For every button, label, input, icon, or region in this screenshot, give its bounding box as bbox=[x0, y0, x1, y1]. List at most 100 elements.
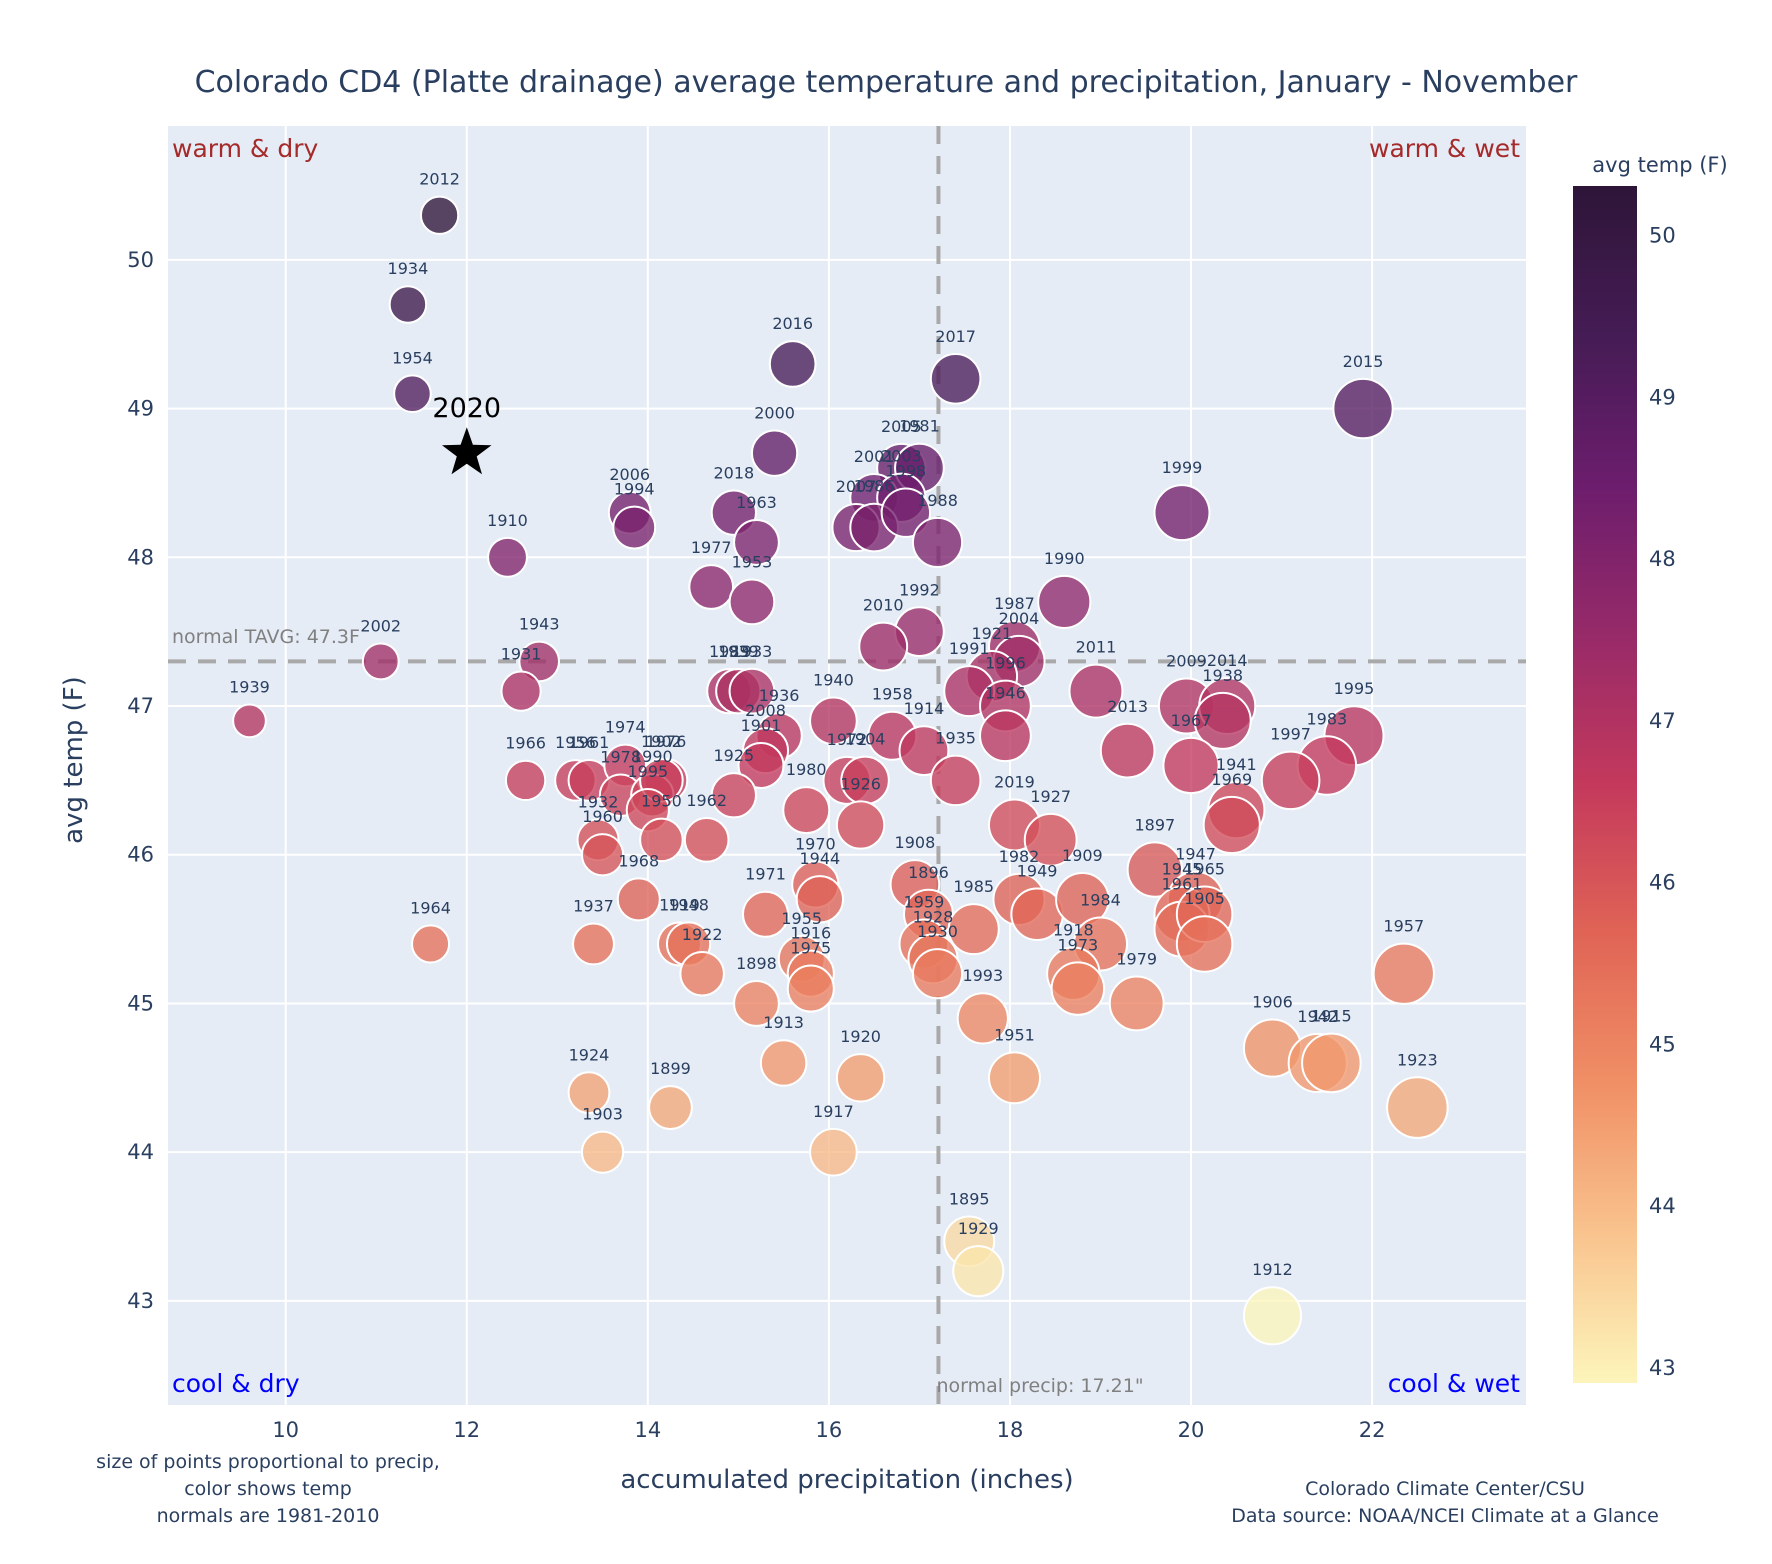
data-point bbox=[639, 817, 684, 863]
point-label: 2019 bbox=[994, 772, 1035, 791]
point-label: 1899 bbox=[650, 1059, 691, 1078]
point-label: 1925 bbox=[713, 746, 754, 765]
point-label: 1959 bbox=[904, 893, 945, 912]
data-point bbox=[419, 195, 460, 235]
point-label: 1927 bbox=[1030, 787, 1071, 806]
colorbar-tick-label: 47 bbox=[1649, 709, 1676, 733]
x-tick-label: 18 bbox=[997, 1418, 1024, 1442]
y-tick-label: 49 bbox=[127, 397, 154, 421]
point-label: 1902 bbox=[641, 732, 682, 751]
point-label: 1951 bbox=[994, 1025, 1035, 1044]
point-label: 1999 bbox=[1162, 458, 1203, 477]
data-point bbox=[728, 578, 776, 626]
point-label: 1997 bbox=[1270, 725, 1311, 744]
point-label: 1906 bbox=[1252, 992, 1293, 1011]
point-label: 1934 bbox=[388, 259, 429, 278]
point-label: 2012 bbox=[419, 170, 460, 189]
y-tick-label: 48 bbox=[127, 545, 154, 569]
x-axis-title: accumulated precipitation (inches) bbox=[620, 1465, 1073, 1495]
point-label: 1916 bbox=[790, 924, 831, 943]
colorbar-tick-label: 45 bbox=[1649, 1032, 1676, 1056]
point-label: 1996 bbox=[985, 654, 1026, 673]
point-label: 2007 bbox=[836, 477, 877, 496]
colorbar-tick-label: 46 bbox=[1649, 871, 1676, 895]
data-point bbox=[733, 980, 780, 1027]
x-tick-label: 10 bbox=[272, 1418, 299, 1442]
data-point bbox=[809, 1127, 858, 1177]
y-tick-label: 47 bbox=[127, 694, 154, 718]
data-point bbox=[411, 924, 451, 964]
data-point bbox=[361, 642, 400, 681]
data-point bbox=[1162, 736, 1220, 795]
point-label: 1994 bbox=[614, 480, 655, 499]
data-point bbox=[1068, 663, 1124, 719]
point-label: 1943 bbox=[519, 615, 560, 634]
point-label: 1940 bbox=[813, 671, 854, 690]
point-label: 1976 bbox=[646, 732, 687, 751]
note-right-2: Data source: NOAA/NCEI Climate at a Glan… bbox=[1231, 1505, 1659, 1527]
point-label: 1995 bbox=[1334, 679, 1375, 698]
data-point bbox=[580, 833, 625, 877]
point-label: 1969 bbox=[1211, 770, 1252, 789]
quadrant-label-warm-dry: warm & dry bbox=[172, 134, 318, 163]
point-label: 1967 bbox=[1171, 711, 1212, 730]
point-label: 2016 bbox=[772, 314, 813, 333]
point-label: 1914 bbox=[904, 699, 945, 718]
point-label: 1922 bbox=[682, 925, 723, 944]
point-label: 1993 bbox=[962, 966, 1003, 985]
data-point bbox=[1242, 1286, 1303, 1346]
quadrant-label-cool-wet: cool & wet bbox=[1388, 1369, 1520, 1398]
point-label: 1936 bbox=[759, 686, 800, 705]
point-label: 1954 bbox=[392, 348, 433, 367]
quadrant-label-warm-wet: warm & wet bbox=[1369, 134, 1520, 163]
data-point bbox=[768, 340, 817, 388]
point-label: 1990 bbox=[1044, 549, 1085, 568]
point-label: 1921 bbox=[971, 624, 1012, 643]
point-label: 1958 bbox=[872, 685, 913, 704]
data-point bbox=[1386, 1076, 1449, 1139]
point-label: 1944 bbox=[799, 849, 840, 868]
point-label: 1975 bbox=[790, 939, 831, 958]
point-label: 1972 bbox=[827, 730, 868, 749]
data-point bbox=[759, 1039, 808, 1087]
star-marker bbox=[442, 427, 492, 475]
point-label: 1913 bbox=[763, 1013, 804, 1032]
point-label: 1961 bbox=[569, 733, 610, 752]
data-point bbox=[518, 640, 561, 683]
point-label: 1903 bbox=[582, 1105, 623, 1124]
point-label: 2017 bbox=[935, 327, 976, 346]
data-point bbox=[911, 516, 964, 568]
point-label: 2000 bbox=[754, 404, 795, 423]
point-label: 1974 bbox=[605, 718, 646, 737]
point-label: 1978 bbox=[600, 747, 641, 766]
data-point bbox=[612, 505, 657, 550]
data-point bbox=[1202, 795, 1261, 855]
point-label: 1931 bbox=[501, 645, 542, 664]
data-point bbox=[1372, 942, 1435, 1005]
point-label: 1924 bbox=[569, 1045, 610, 1064]
data-point bbox=[1153, 484, 1211, 542]
point-label: 1957 bbox=[1383, 917, 1424, 936]
point-label: 2006 bbox=[609, 465, 650, 484]
data-point bbox=[835, 800, 886, 850]
point-label: 1898 bbox=[736, 954, 777, 973]
point-label: 1946 bbox=[985, 683, 1026, 702]
data-point bbox=[500, 670, 542, 712]
point-label: 1941 bbox=[1216, 755, 1257, 774]
data-point bbox=[1193, 691, 1252, 750]
data-point bbox=[1050, 961, 1106, 1016]
point-label: 2001 bbox=[854, 447, 895, 466]
data-point bbox=[1332, 377, 1394, 440]
point-label: 1926 bbox=[840, 774, 881, 793]
colorbar-tick-label: 49 bbox=[1649, 385, 1676, 409]
point-label: 1905 bbox=[1184, 889, 1225, 908]
data-point bbox=[979, 709, 1032, 763]
point-label: 1963 bbox=[736, 493, 777, 512]
colorbar-tick-label: 44 bbox=[1649, 1194, 1676, 1218]
data-point bbox=[232, 703, 267, 739]
point-label: 1985 bbox=[953, 877, 994, 896]
data-point bbox=[1301, 1032, 1362, 1094]
point-label: 1955 bbox=[781, 909, 822, 928]
point-label: 1929 bbox=[958, 1219, 999, 1238]
point-label: 2015 bbox=[1343, 352, 1384, 371]
